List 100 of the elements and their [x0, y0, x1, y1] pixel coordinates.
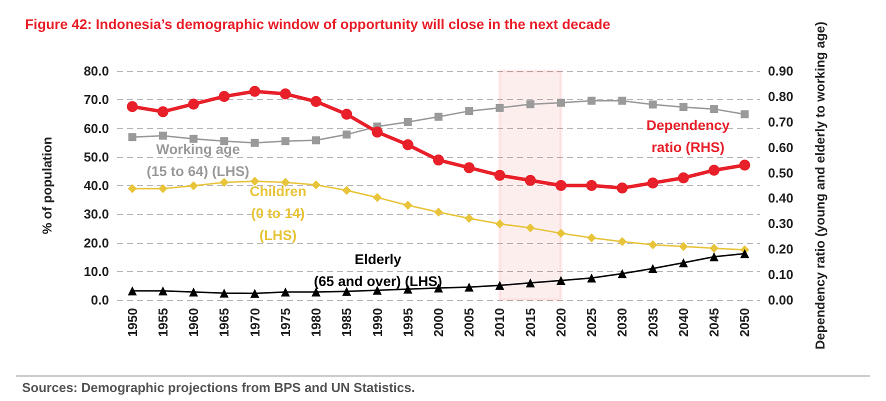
- point: [586, 180, 598, 191]
- y-tick-label: 80.0: [84, 64, 109, 78]
- point: [188, 98, 200, 110]
- point: [310, 96, 322, 108]
- point: [189, 181, 198, 190]
- point: [281, 137, 290, 146]
- point: [495, 280, 504, 290]
- point: [128, 133, 136, 142]
- point: [128, 184, 137, 194]
- y-tick-label: 70.0: [84, 92, 109, 108]
- point: [250, 138, 259, 147]
- x-tick-label: 1980: [308, 308, 324, 337]
- point: [404, 118, 412, 126]
- point: [618, 96, 626, 105]
- series-label: Working age (15 to 64) (LHS): [146, 141, 250, 179]
- x-tick-label: 1970: [247, 308, 262, 337]
- y-tick-label: 0.0: [90, 292, 109, 308]
- point: [648, 240, 658, 250]
- x-tick-label: 2050: [737, 308, 752, 337]
- point: [464, 162, 475, 174]
- y-tick-label: 10.0: [84, 264, 109, 279]
- point: [524, 174, 536, 186]
- point: [312, 136, 320, 144]
- point: [218, 90, 230, 102]
- point: [158, 184, 168, 194]
- point: [678, 242, 688, 251]
- point: [250, 176, 260, 186]
- point: [740, 249, 750, 258]
- y2-tick-label: 0.50: [768, 165, 794, 180]
- y-tick-label: 50.0: [84, 149, 109, 164]
- point: [495, 219, 504, 228]
- y2-tick-label: 0.90: [768, 64, 794, 78]
- point: [494, 170, 506, 181]
- point: [710, 105, 718, 114]
- point: [496, 104, 504, 112]
- point: [556, 276, 566, 286]
- point: [220, 288, 229, 298]
- point: [403, 200, 412, 210]
- point: [372, 193, 382, 202]
- y-tick-label: 40.0: [84, 178, 109, 193]
- y2-axis-title: Dependency ratio (young and elderly to working age): [812, 22, 828, 350]
- point: [618, 237, 627, 246]
- point: [434, 208, 443, 217]
- point: [158, 286, 168, 296]
- y2-tick-label: 0.00: [768, 292, 794, 308]
- point: [587, 273, 596, 282]
- point: [526, 223, 535, 232]
- x-tick-label: 2005: [462, 308, 477, 337]
- x-tick-label: 1990: [370, 308, 385, 337]
- point: [464, 282, 474, 292]
- point: [464, 214, 474, 223]
- point: [618, 269, 627, 278]
- x-tick-label: 2010: [492, 308, 508, 337]
- point: [434, 112, 442, 121]
- point: [341, 108, 352, 120]
- point: [220, 137, 228, 146]
- y-tick-label: 30.0: [84, 206, 109, 222]
- point: [739, 160, 750, 171]
- point: [555, 180, 566, 191]
- point: [678, 172, 689, 184]
- point: [556, 98, 565, 107]
- point: [648, 264, 658, 274]
- y2-tick-label: 0.60: [768, 140, 794, 155]
- point: [679, 103, 688, 112]
- y2-tick-label: 0.80: [768, 88, 794, 104]
- point: [616, 182, 628, 194]
- x-tick-label: 1975: [278, 308, 293, 337]
- point: [126, 101, 138, 112]
- point: [158, 132, 167, 140]
- point: [708, 164, 720, 176]
- x-tick-label: 2040: [676, 308, 691, 337]
- point: [280, 88, 291, 100]
- x-tick-label: 2025: [584, 308, 600, 337]
- point: [342, 286, 352, 296]
- point: [280, 287, 290, 296]
- chart-title: Figure 42: Indonesia’s demographic window of opportunity will close in the next decade: [25, 16, 610, 32]
- point: [249, 86, 260, 97]
- point: [647, 177, 658, 188]
- point: [648, 100, 657, 108]
- point: [189, 287, 198, 296]
- x-tick-label: 1985: [339, 308, 354, 337]
- y-tick-label: 60.0: [84, 120, 109, 136]
- point: [128, 286, 137, 296]
- x-tick-label: 2000: [431, 308, 446, 337]
- point: [556, 228, 566, 238]
- y-tick-label: 20.0: [84, 235, 109, 250]
- x-tick-label: 2020: [553, 308, 568, 337]
- point: [710, 252, 719, 262]
- x-tick-label: 2030: [614, 308, 630, 337]
- series-label: Children (0 to 14) (LHS): [250, 183, 306, 243]
- y2-tick-label: 0.10: [768, 267, 794, 282]
- y2-tick-label: 0.30: [768, 216, 794, 232]
- point: [526, 100, 534, 108]
- x-tick-label: 1950: [124, 308, 140, 337]
- x-tick-label: 1965: [216, 308, 232, 337]
- x-tick-label: 1955: [155, 308, 170, 337]
- x-tick-label: 2035: [645, 308, 660, 337]
- point: [190, 134, 198, 143]
- series-label: Dependency ratio (RHS): [646, 117, 730, 155]
- y2-tick-label: 0.20: [768, 242, 794, 257]
